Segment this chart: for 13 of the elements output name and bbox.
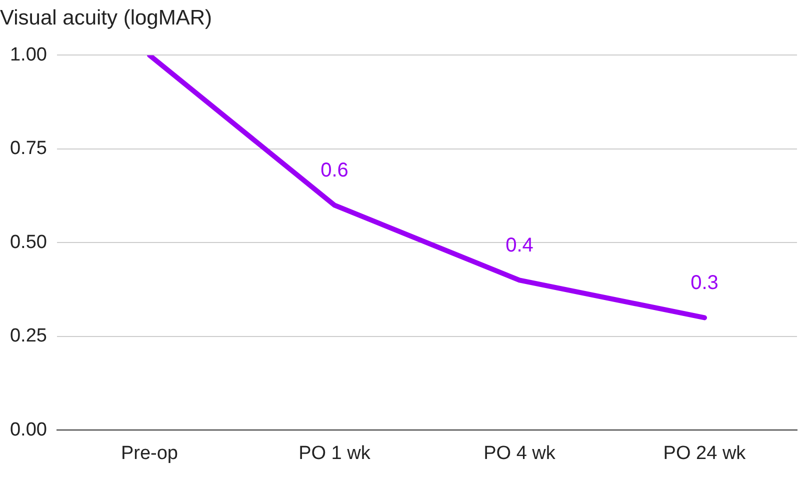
y-tick-label: 0.00 — [10, 419, 47, 440]
x-tick-label: PO 1 wk — [298, 442, 371, 464]
data-label: 0.3 — [690, 272, 718, 294]
y-tick-label: 0.50 — [10, 232, 47, 253]
x-tick-label: PO 24 wk — [663, 442, 746, 464]
y-tick-label: 0.75 — [10, 138, 47, 160]
data-label: 0.4 — [506, 234, 534, 257]
chart-title: Visual acuity (logMAR) — [0, 6, 212, 30]
data-label: 0.6 — [320, 160, 348, 182]
y-tick-label: 0.25 — [10, 326, 47, 347]
y-tick-label: 1.00 — [10, 44, 47, 66]
x-tick-label: Pre-op — [120, 442, 178, 464]
x-tick-label: PO 4 wk — [484, 442, 556, 464]
